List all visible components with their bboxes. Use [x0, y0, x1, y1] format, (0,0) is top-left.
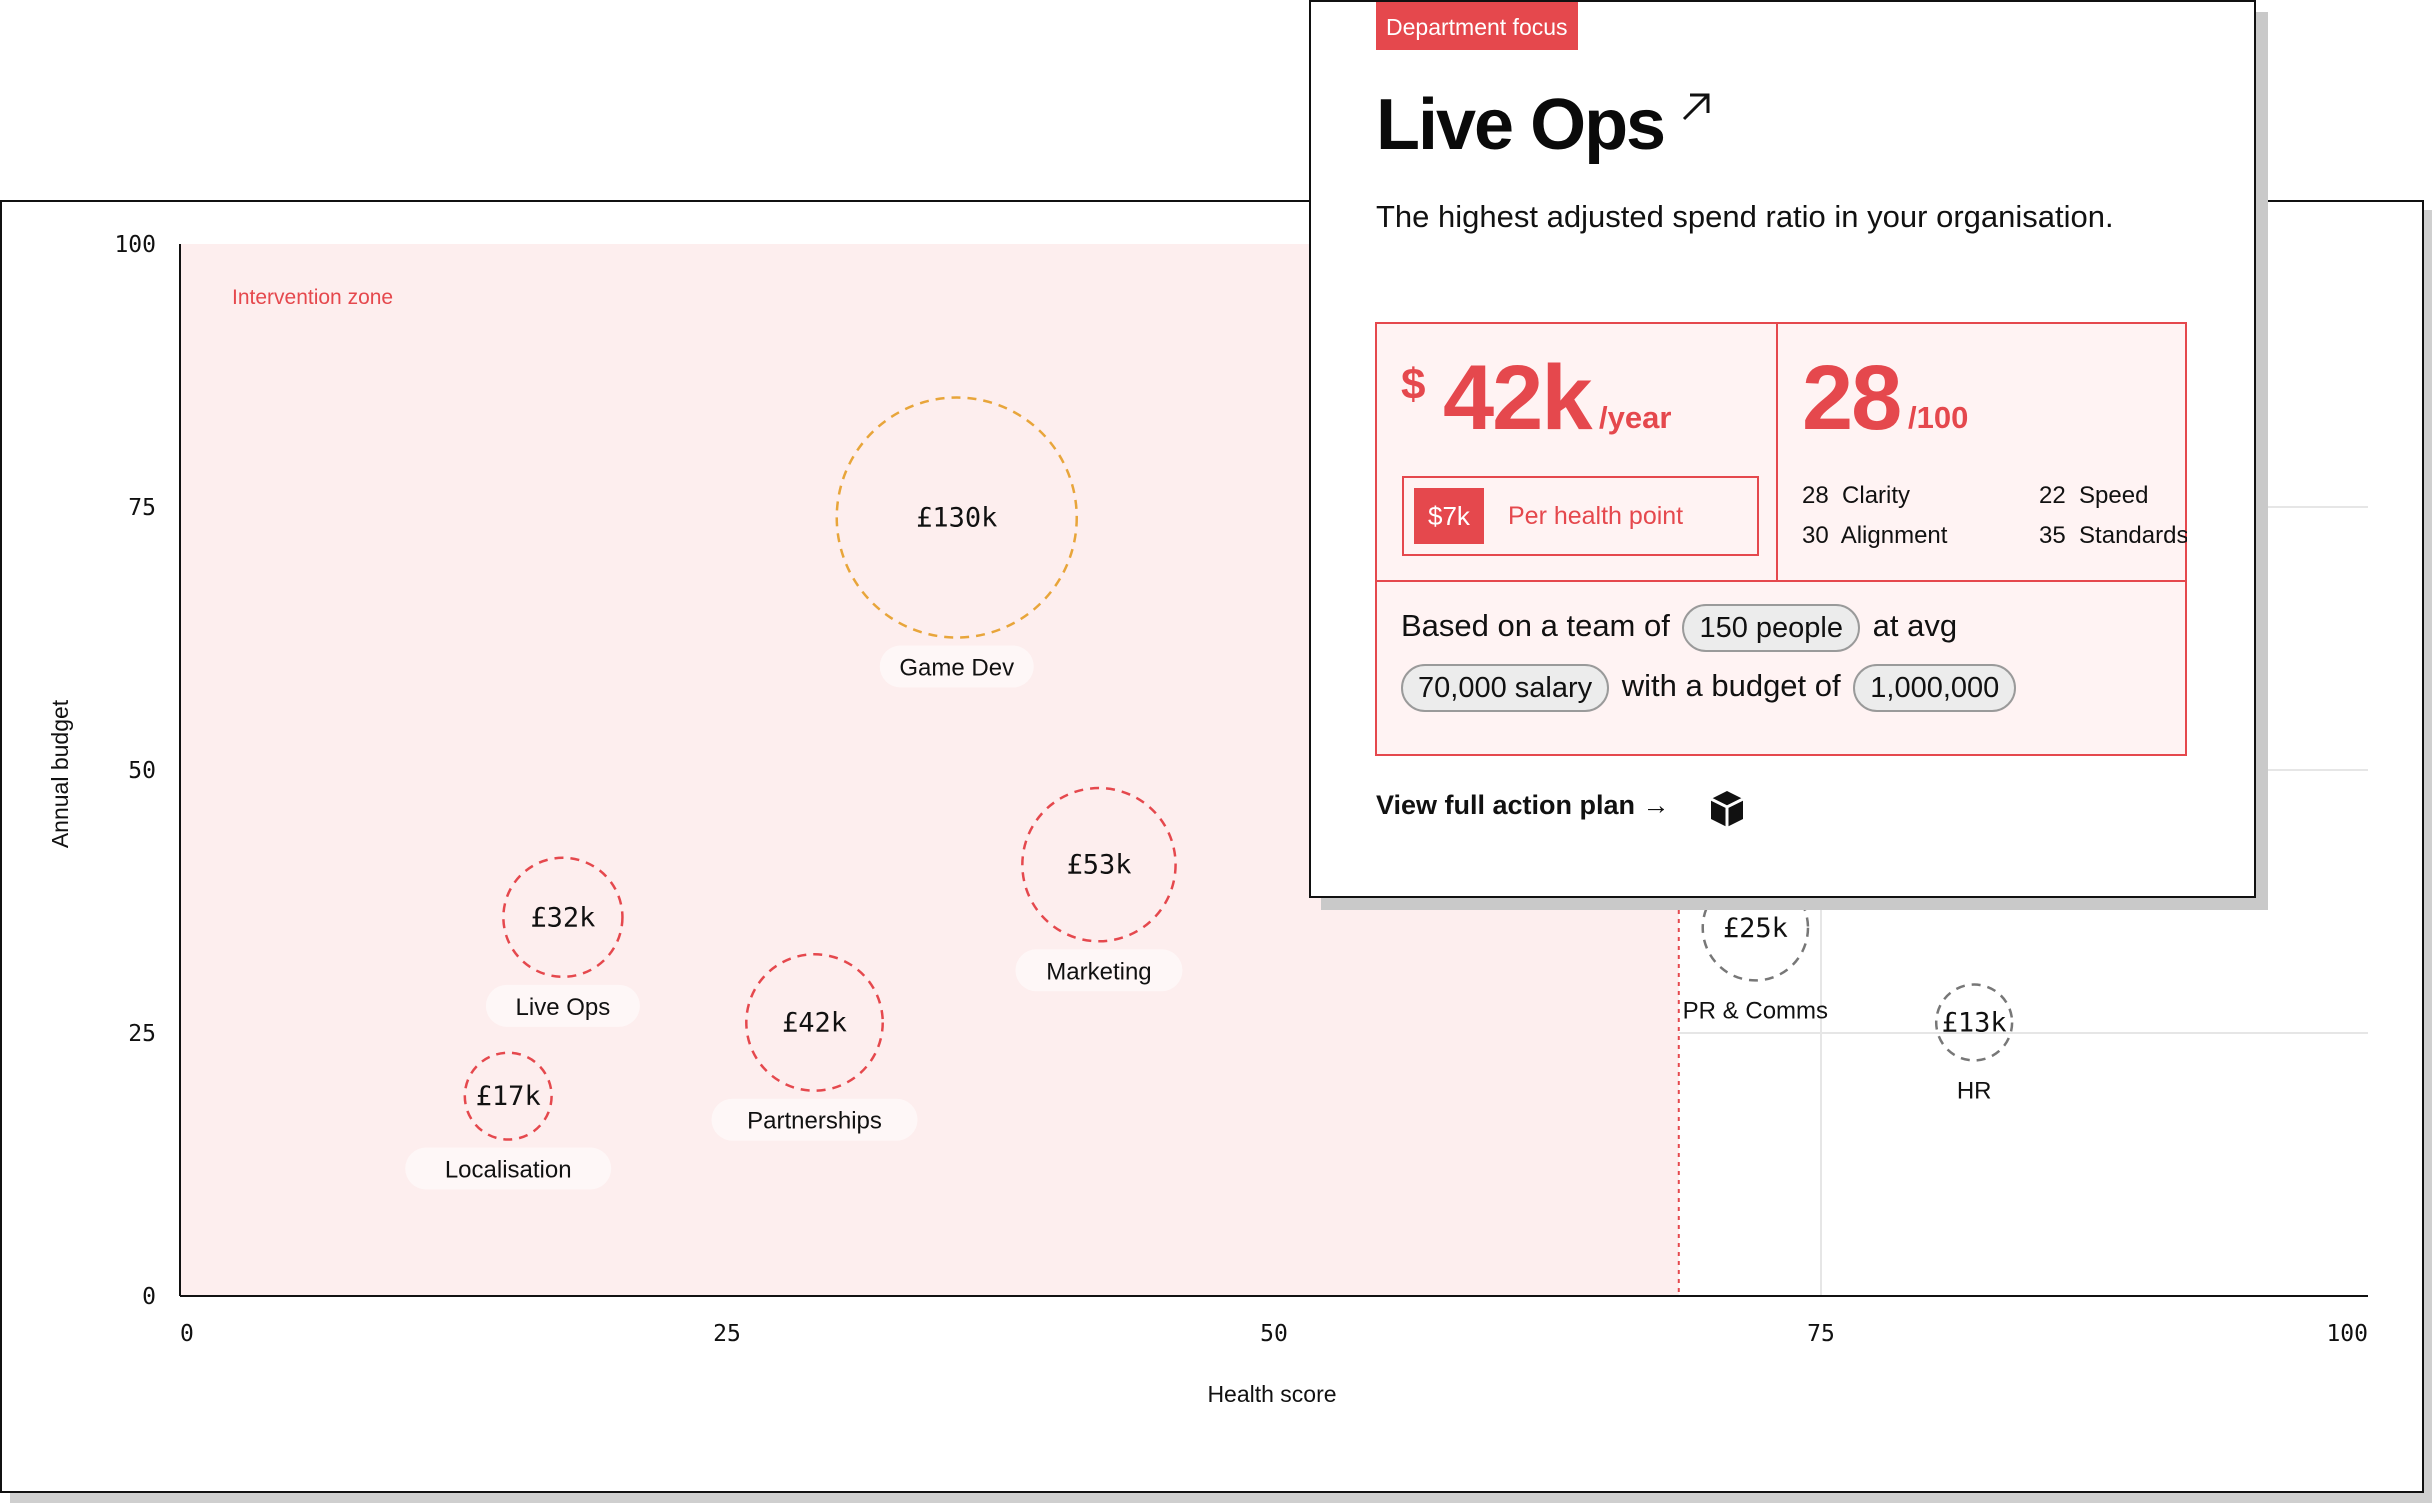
bubble-label: Partnerships: [747, 1108, 882, 1135]
bubble-value: £130k: [916, 503, 997, 534]
bubble-circle: [745, 953, 884, 1092]
per-health-point-label: Per health point: [1508, 502, 1684, 530]
bubble[interactable]: £13k HR: [1934, 983, 2014, 1105]
axis-layer: 0 25 50 75 100 0 25 50 75 100: [114, 232, 2368, 1347]
bubble-label: Live Ops: [516, 994, 611, 1021]
bubble-label-bg: [879, 645, 1034, 688]
bubble-value: £32k: [530, 902, 595, 933]
budget-pill[interactable]: 1,000,000: [1853, 664, 2017, 712]
health-score-unit: /100: [1908, 400, 1969, 435]
bubble-label-bg: [711, 1098, 918, 1141]
metrics-box: $ 42k /year $7k Per health point 28 /100…: [1375, 322, 2187, 756]
bubble-value: £42k: [782, 1007, 847, 1038]
bubble-value: £17k: [476, 1081, 541, 1112]
department-focus-tag: Department focus: [1376, 2, 1578, 50]
bubble-circle: [835, 396, 1078, 639]
sub-score-clarity: 28 Clarity: [1802, 482, 1911, 509]
cube-icon: [1710, 791, 1744, 827]
bubble[interactable]: £42k Partnerships: [711, 953, 918, 1141]
bubble-label-bg: [1015, 949, 1183, 992]
x-tick-label: 75: [1807, 1321, 1835, 1347]
y-axis-title: Annual budget: [47, 699, 73, 848]
department-title: Live Ops: [1376, 85, 1666, 165]
y-tick-label: 50: [128, 758, 156, 784]
bubble-layer: £130k Game Dev £32k Live Ops £53k Marketing £4…: [405, 396, 2014, 1190]
bubble-circle: [463, 1051, 553, 1141]
metrics-divider-horizontal: [1377, 580, 2185, 582]
bubble-label-bg: [485, 984, 640, 1027]
bubble-label: Localisation: [445, 1157, 572, 1184]
intervention-zone-label: Intervention zone: [232, 286, 393, 309]
department-description: The highest adjusted spend ratio in your…: [1376, 199, 2114, 234]
department-focus-card: Department focus Live Ops The highest ad…: [1309, 0, 2256, 898]
avg-salary-pill[interactable]: 70,000 salary: [1401, 664, 1610, 712]
bubble[interactable]: £130k Game Dev: [835, 396, 1078, 688]
per-health-point-box: $7k Per health point: [1402, 476, 1759, 556]
x-axis-title: Health score: [1207, 1381, 1336, 1407]
x-tick-label: 0: [180, 1321, 194, 1347]
sub-score-alignment: 30 Alignment: [1802, 522, 1948, 549]
bubble-value: £13k: [1942, 1007, 2007, 1038]
health-score-value: 28: [1802, 347, 1902, 449]
bubble[interactable]: £32k Live Ops: [485, 856, 640, 1027]
bubble-label-bg: [405, 1147, 612, 1190]
bubble-circle: [1934, 983, 2014, 1062]
per-health-point-badge: $7k: [1414, 488, 1484, 544]
team-summary-line-1: Based on a team of 150 people at avg: [1401, 604, 1957, 652]
y-tick-label: 100: [114, 232, 156, 258]
team-size-pill[interactable]: 150 people: [1682, 604, 1860, 652]
sub-scores: 28 Clarity 22 Speed 30 Alignment 35 Stan…: [1778, 324, 2187, 580]
bubble-value: £53k: [1066, 850, 1131, 881]
x-tick-label: 25: [713, 1321, 741, 1347]
x-tick-label: 100: [2326, 1321, 2368, 1347]
bubble[interactable]: £17k Localisation: [405, 1051, 612, 1190]
x-tick-label: 50: [1260, 1321, 1288, 1347]
y-tick-label: 75: [128, 495, 156, 521]
bubble-label: Marketing: [1046, 958, 1151, 985]
bubble-value: £25k: [1723, 913, 1788, 944]
y-tick-label: 25: [128, 1021, 156, 1047]
sub-score-speed: 22 Speed: [2039, 482, 2149, 509]
annual-cost-unit: /year: [1599, 400, 1672, 435]
bubble[interactable]: £53k Marketing: [1015, 786, 1183, 992]
sub-score-standards: 35 Standards: [2039, 522, 2187, 549]
external-link-icon[interactable]: [1679, 90, 1713, 124]
cost-currency: $: [1401, 360, 1426, 409]
bubble-circle: [502, 856, 624, 979]
bubble-label: HR: [1957, 1077, 1992, 1104]
bubble-label: PR & Comms: [1683, 997, 1828, 1024]
y-tick-label: 0: [142, 1284, 156, 1310]
view-action-plan-link[interactable]: View full action plan →: [1376, 790, 1670, 820]
bubble-circle: [1021, 786, 1177, 943]
bubble-label: Game Dev: [899, 655, 1014, 682]
team-summary-line-2: 70,000 salary with a budget of 1,000,000: [1401, 664, 2020, 712]
metrics-divider-vertical: [1776, 324, 1778, 582]
annual-cost-value: 42k: [1443, 347, 1592, 449]
